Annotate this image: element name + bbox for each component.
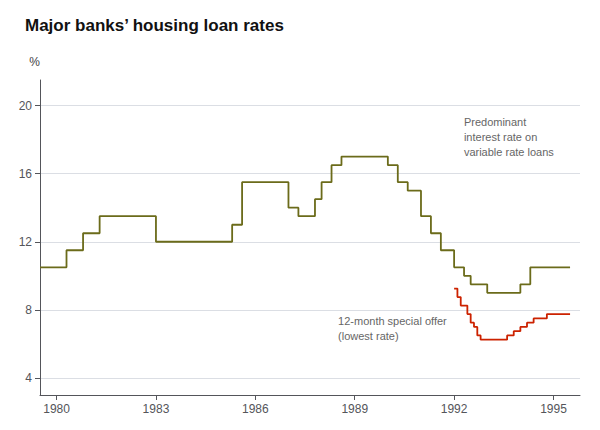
svg-text:1995: 1995	[540, 402, 567, 416]
svg-text:1980: 1980	[43, 402, 70, 416]
svg-text:1989: 1989	[341, 402, 368, 416]
svg-text:Predominant: Predominant	[464, 116, 526, 128]
svg-text:12-month special offer: 12-month special offer	[338, 315, 447, 327]
svg-text:8: 8	[25, 303, 32, 317]
svg-text:Major banks’ housing loan rate: Major banks’ housing loan rates	[25, 16, 284, 35]
svg-text:interest rate on: interest rate on	[464, 131, 537, 143]
svg-text:(lowest rate): (lowest rate)	[338, 330, 399, 342]
svg-text:1992: 1992	[441, 402, 468, 416]
svg-text:%: %	[29, 55, 40, 69]
svg-text:variable rate loans: variable rate loans	[464, 146, 554, 158]
svg-text:4: 4	[25, 371, 32, 385]
svg-text:1986: 1986	[242, 402, 269, 416]
svg-text:1983: 1983	[143, 402, 170, 416]
svg-text:16: 16	[19, 167, 33, 181]
svg-text:20: 20	[19, 99, 33, 113]
svg-text:12: 12	[19, 235, 33, 249]
